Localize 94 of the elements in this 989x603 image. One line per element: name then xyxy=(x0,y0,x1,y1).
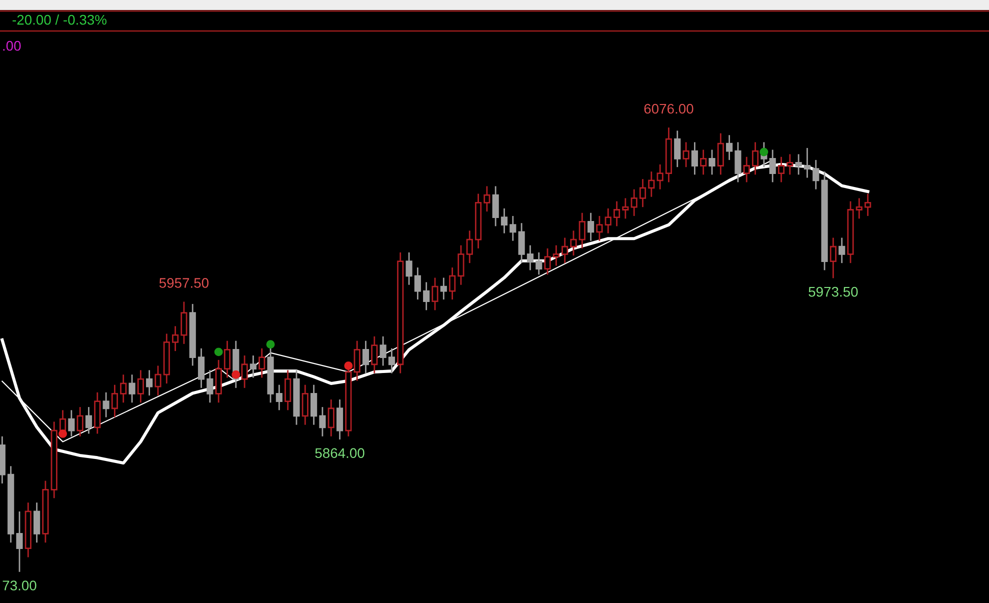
candlestick xyxy=(656,164,664,190)
candlestick xyxy=(423,281,430,311)
candlestick xyxy=(68,409,75,438)
candlestick xyxy=(34,502,40,544)
annotation: 73.00 xyxy=(2,580,36,590)
candlestick xyxy=(700,149,707,176)
candlestick xyxy=(630,188,638,217)
candlestick xyxy=(510,215,516,242)
candlestick xyxy=(778,156,785,183)
candlestick xyxy=(310,384,318,426)
candlestick xyxy=(16,510,23,573)
candlestick xyxy=(622,197,629,220)
point xyxy=(232,370,240,379)
candlestick xyxy=(752,142,759,176)
candlestick xyxy=(76,406,84,438)
text: .00 xyxy=(3,40,21,51)
candlestick xyxy=(250,354,256,378)
candlestick xyxy=(588,212,594,242)
candlestick xyxy=(276,384,282,411)
point xyxy=(214,348,223,356)
candlestick xyxy=(354,340,360,382)
candlestick xyxy=(648,170,655,198)
candlestick xyxy=(596,215,603,242)
candlestick xyxy=(769,149,776,183)
candlestick xyxy=(120,374,127,404)
candlestick xyxy=(856,197,862,220)
point xyxy=(266,340,275,349)
candlestick xyxy=(224,340,231,378)
candlestick xyxy=(432,277,438,311)
point xyxy=(58,429,67,438)
candlestick xyxy=(388,348,395,374)
candlestick xyxy=(864,193,872,217)
candlestick xyxy=(336,398,344,440)
candlestick xyxy=(198,348,205,389)
text: -20.00 / -0.33% xyxy=(12,14,106,25)
candlestick xyxy=(518,222,525,264)
candlestick xyxy=(526,244,534,271)
candlestick xyxy=(708,149,716,176)
candlestick xyxy=(570,230,577,256)
candlestick xyxy=(578,212,586,250)
candlestick xyxy=(743,156,750,183)
candlestick xyxy=(604,208,612,234)
candlestick xyxy=(380,336,386,366)
candlestick xyxy=(206,369,214,404)
candlestick xyxy=(492,185,499,227)
candlestick xyxy=(319,406,326,438)
candlestick xyxy=(613,200,620,227)
annotation: 6076.00 xyxy=(644,104,694,114)
candlestick xyxy=(328,398,334,438)
candlestick xyxy=(552,244,560,266)
candlestick xyxy=(458,244,464,286)
candlestick xyxy=(449,266,456,300)
candlestick xyxy=(691,142,698,176)
candlestick xyxy=(111,384,118,418)
candlestick xyxy=(154,365,162,396)
annotation: 5973.50 xyxy=(808,286,858,297)
candlestick xyxy=(812,159,820,190)
candlestick xyxy=(734,142,742,183)
candlestick xyxy=(302,384,308,426)
candlestick xyxy=(717,132,724,176)
candlestick xyxy=(804,147,811,178)
candlestick xyxy=(241,354,248,389)
candlestick xyxy=(172,325,179,352)
candlestick xyxy=(137,369,144,404)
candlestick xyxy=(682,142,690,168)
candlestick xyxy=(536,252,542,276)
candlestick xyxy=(371,336,378,374)
point xyxy=(344,361,353,370)
candlestick xyxy=(414,266,421,300)
candlestick xyxy=(639,178,646,208)
candlestick xyxy=(544,248,551,276)
candlestick xyxy=(726,134,733,161)
candlestick xyxy=(830,237,836,279)
candlestick xyxy=(258,348,266,378)
annotation: 5957.50 xyxy=(159,278,209,288)
candlestick xyxy=(362,340,370,374)
candlestick xyxy=(795,154,802,176)
candlestick xyxy=(180,301,188,345)
candlestick xyxy=(440,277,447,300)
candlestick xyxy=(484,185,490,212)
candlestick xyxy=(786,154,794,176)
candlestick xyxy=(128,374,136,404)
candlestick xyxy=(466,230,473,264)
candlestick xyxy=(102,392,110,418)
candlestick xyxy=(674,130,681,168)
candlestick xyxy=(562,237,568,264)
candlestick xyxy=(284,369,292,411)
candlestick xyxy=(146,369,153,396)
candlestick xyxy=(500,208,508,234)
candlestick xyxy=(406,252,412,286)
point xyxy=(760,148,768,156)
candlestick xyxy=(85,406,92,434)
annotation: 5864.00 xyxy=(315,448,364,458)
candlestick xyxy=(838,237,846,264)
